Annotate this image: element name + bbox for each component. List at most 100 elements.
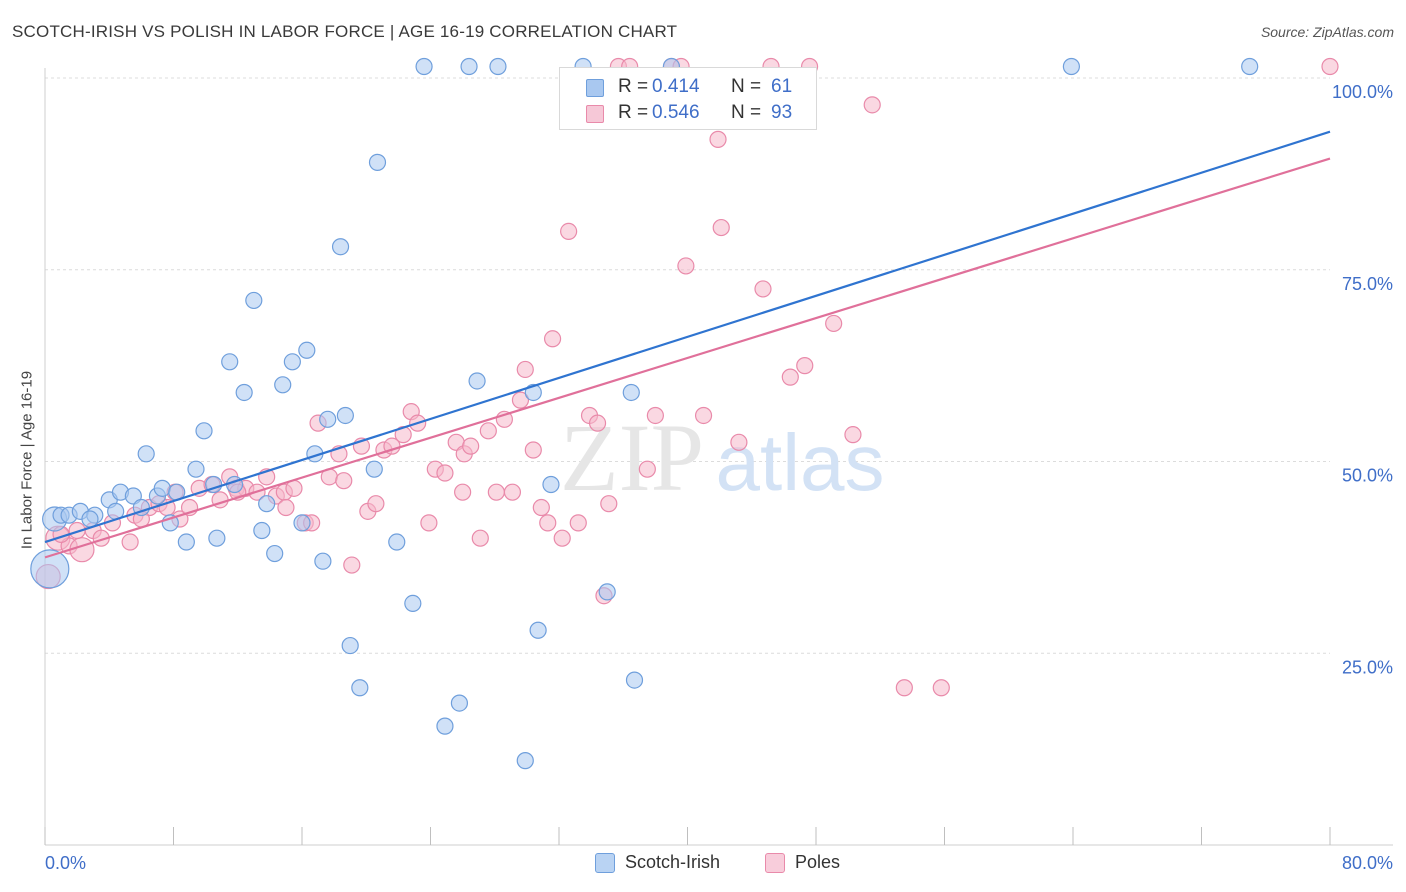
scotch-irish-point: [436, 717, 454, 735]
poles-trend-line: [44, 157, 1331, 559]
poles-point: [1321, 57, 1339, 76]
poles-point: [462, 437, 480, 455]
scotch-irish-point: [298, 341, 316, 359]
poles-point: [638, 460, 656, 478]
scotch-irish-point: [137, 445, 155, 463]
poles-point: [503, 483, 522, 501]
scotch-irish-point: [283, 353, 301, 371]
scotch-irish-point: [625, 671, 644, 689]
poles-point: [560, 222, 578, 240]
poles-point: [712, 218, 730, 237]
x-tick-label: 0.0%: [45, 853, 86, 873]
scotch-irish-point: [274, 376, 292, 394]
scotch-irish-point: [221, 353, 239, 371]
scotch-irish-point: [245, 291, 263, 310]
legend-label: Scotch-Irish: [625, 852, 721, 872]
poles-point: [436, 464, 454, 482]
poles-point: [543, 330, 562, 348]
scotch-irish-point: [365, 460, 383, 478]
scotch-irish-point: [622, 383, 640, 402]
poles-point: [367, 495, 385, 513]
scotch-irish-point: [177, 533, 195, 551]
scotch-irish-point: [235, 383, 253, 402]
scotch-irish-point: [81, 510, 99, 528]
poles-point: [524, 441, 542, 459]
poles-point: [588, 414, 607, 432]
poles-point: [730, 433, 748, 451]
legend-swatch-pink: [765, 853, 785, 873]
poles-point: [516, 360, 534, 379]
stats-swatch-blue: [586, 79, 604, 97]
scotch-irish-point: [266, 544, 284, 563]
r-value: 0.546: [652, 102, 700, 123]
poles-point: [471, 529, 489, 547]
poles-point: [420, 514, 438, 532]
y-tick-label: 50.0%: [1342, 466, 1393, 486]
poles-point: [694, 406, 713, 425]
y-tick-label: 100.0%: [1332, 82, 1393, 102]
poles-point: [454, 483, 472, 501]
poles-point: [895, 679, 913, 697]
n-label: N =: [731, 76, 762, 97]
axes: [44, 68, 1393, 846]
poles-point: [646, 406, 664, 425]
poles-point: [754, 280, 772, 298]
poles-point: [709, 130, 727, 148]
stats-box: R = 0.414 N = 61 R = 0.546 N = 93: [559, 67, 817, 130]
poles-point: [277, 498, 295, 517]
scotch-irish-point: [336, 406, 354, 425]
scotch-irish-point: [460, 57, 478, 76]
poles-point: [569, 514, 587, 532]
poles-point: [343, 556, 361, 574]
poles-point: [511, 391, 530, 409]
scotch-irish-point: [187, 460, 205, 478]
y-axis-title-wrap: In Labor Force | Age 16-19: [12, 340, 42, 580]
poles-point: [539, 514, 557, 532]
poles-points: [35, 57, 1339, 697]
poles-point: [863, 96, 881, 114]
poles-point: [600, 495, 618, 513]
poles-point: [69, 537, 95, 563]
poles-point: [781, 368, 799, 386]
scotch-irish-point: [468, 372, 486, 390]
scotch-irish-point: [529, 621, 547, 639]
n-value: 61: [771, 76, 793, 97]
trend-lines: [44, 130, 1331, 559]
tick-labels: 25.0% 50.0% 75.0% 100.0% 0.0% 80.0%: [45, 82, 1393, 873]
legend-swatch-blue: [595, 853, 615, 873]
r-label: R =: [618, 76, 649, 97]
y-tick-label: 75.0%: [1342, 274, 1393, 294]
chart-title: SCOTCH-IRISH VS POLISH IN LABOR FORCE | …: [12, 22, 678, 41]
poles-point: [68, 521, 86, 540]
n-value: 93: [771, 102, 793, 123]
scotch-irish-point: [516, 752, 534, 770]
scotch-irish-point: [208, 529, 226, 547]
poles-point: [121, 533, 139, 551]
scotch-irish-point: [293, 514, 311, 532]
n-label: N =: [731, 102, 762, 123]
y-tick-label: 25.0%: [1342, 657, 1393, 677]
scotch-irish-point: [153, 479, 171, 497]
scotch-irish-point: [319, 410, 337, 428]
poles-point: [932, 679, 950, 697]
poles-point: [796, 357, 814, 375]
poles-point: [532, 498, 550, 517]
scotch-irish-point: [1062, 57, 1080, 76]
scotch-irish-point: [598, 583, 616, 601]
scotch-irish-point: [258, 495, 276, 513]
scotch-irish-point: [253, 521, 271, 540]
poles-point: [479, 422, 497, 440]
legend: Scotch-Irish Poles: [0, 852, 1406, 876]
scotch-irish-point: [1241, 57, 1259, 76]
scotch-irish-point: [450, 694, 469, 712]
scotch-irish-point: [388, 533, 406, 551]
x-tick-label: 80.0%: [1342, 853, 1393, 873]
scotch-irish-point: [415, 57, 433, 76]
scotch-irish-point: [351, 679, 369, 697]
scotch-irish-trend-line: [44, 130, 1331, 544]
poles-point: [553, 529, 571, 547]
scotch-irish-point: [368, 153, 387, 171]
source-label: Source: ZipAtlas.com: [1260, 24, 1394, 40]
r-value: 0.414: [652, 76, 700, 97]
